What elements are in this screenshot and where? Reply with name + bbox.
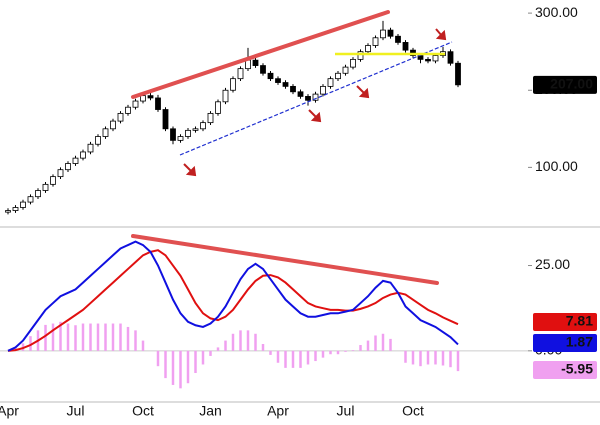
candle-body: [80, 151, 86, 159]
candle-body: [282, 82, 289, 87]
candle-body: [185, 129, 191, 137]
candle-body: [155, 97, 161, 110]
x-tick-label: Jul: [67, 403, 85, 419]
candle-body: [215, 101, 221, 114]
candle-body: [402, 42, 409, 51]
candle-body: [372, 37, 379, 46]
x-tick-label: Oct: [402, 403, 424, 419]
candle-body: [110, 120, 116, 130]
candle-body: [297, 91, 304, 97]
candle-body: [222, 89, 229, 103]
candle-body: [72, 157, 79, 164]
arrows: [183, 28, 447, 177]
candle-body: [267, 72, 274, 80]
marks: 100.00200.00300.00AprJulOctJanAprJulOct2…: [0, 4, 597, 419]
candle-body: [192, 128, 199, 131]
y-tick-label: 25.00: [535, 256, 570, 272]
candle-body: [140, 95, 146, 102]
candle-body: [147, 95, 154, 99]
candle-body: [455, 62, 461, 86]
last-value-box: [533, 361, 597, 379]
candle-body: [20, 201, 26, 208]
last-value-text: 7.81: [566, 313, 593, 329]
x-tick-label: Jan: [199, 403, 222, 419]
candle-body: [65, 163, 71, 171]
candle-body: [387, 29, 394, 37]
candle-body: [132, 100, 139, 108]
last-price: 207.00: [533, 76, 597, 94]
candle-body: [170, 128, 176, 141]
last-price-box: [533, 75, 597, 94]
last-value-text: 1.87: [566, 334, 593, 350]
candle-body: [230, 78, 236, 91]
candle-body: [350, 58, 356, 68]
candle-body: [447, 51, 454, 64]
y-tick-label: 300.00: [535, 4, 578, 20]
candle-body: [162, 109, 169, 130]
trend-line: [131, 10, 390, 99]
x-tick-label: Jul: [337, 403, 355, 419]
candle-body: [177, 136, 184, 141]
candle-body: [320, 85, 326, 95]
x-tick-label: Apr: [0, 403, 19, 419]
candle-body: [35, 190, 41, 198]
last-value: 7.81: [533, 313, 597, 331]
macd-line: [7, 240, 459, 352]
candle-body: [335, 72, 341, 80]
candle-body: [5, 210, 11, 213]
candle-body: [50, 176, 56, 185]
last-value-box: [533, 313, 597, 331]
candle-body: [342, 66, 349, 74]
candle-body: [380, 29, 386, 39]
last-value: 1.87: [533, 334, 597, 352]
support-line: [179, 41, 453, 156]
candle-body: [87, 143, 94, 153]
candle-body: [357, 51, 364, 60]
candle-body: [260, 65, 266, 74]
candle-body: [57, 169, 64, 178]
candle-body: [327, 78, 334, 87]
candle-body: [312, 93, 319, 101]
candle-body: [290, 85, 296, 93]
candle-body: [245, 59, 251, 70]
divergence-line: [131, 234, 439, 285]
last-value: -5.95: [533, 361, 597, 379]
last-value-text: -5.95: [561, 361, 593, 377]
candle-body: [27, 196, 34, 203]
candle-body: [200, 122, 206, 130]
candle-body: [95, 136, 101, 145]
x-tick-label: Oct: [132, 403, 154, 419]
candle-body: [42, 183, 49, 191]
candle-body: [12, 207, 19, 211]
candle-body: [117, 112, 124, 122]
candle-body: [237, 68, 244, 80]
candle-body: [125, 106, 131, 114]
candle-body: [365, 45, 371, 53]
last-value-box: [533, 334, 597, 352]
candle-body: [275, 78, 281, 83]
x-tick-label: Apr: [267, 403, 289, 419]
candle-body: [395, 35, 401, 43]
candle-body: [252, 59, 259, 66]
candle-body: [425, 58, 431, 62]
candle-body: [102, 128, 109, 137]
y-tick-label: 100.00: [535, 158, 578, 174]
candle-body: [305, 96, 311, 101]
last-price-text: 207.00: [550, 76, 593, 92]
macd-line: [7, 249, 459, 352]
candle-body: [432, 55, 439, 62]
candle-body: [207, 112, 214, 124]
